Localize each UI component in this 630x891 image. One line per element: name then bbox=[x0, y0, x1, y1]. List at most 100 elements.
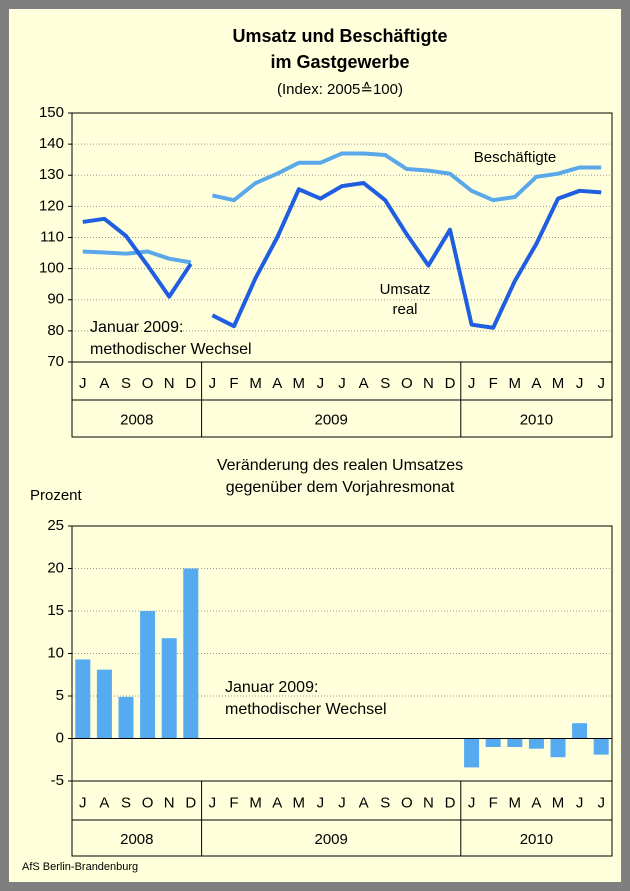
bar bbox=[485, 738, 501, 747]
x-tick-label: S bbox=[121, 794, 131, 811]
x-tick-label: A bbox=[99, 794, 109, 811]
source: AfS Berlin-Brandenburg bbox=[22, 861, 138, 873]
y-tick-label: 10 bbox=[47, 644, 64, 661]
group-label: 2008 bbox=[120, 831, 153, 848]
plot-frame bbox=[71, 525, 613, 857]
x-tick-label: D bbox=[185, 794, 196, 811]
series-label: Beschäftigte bbox=[474, 149, 557, 166]
x-tick-label: M bbox=[293, 375, 306, 392]
annotation: Januar 2009: bbox=[225, 679, 318, 696]
x-tick-label: J bbox=[468, 375, 476, 392]
panel bbox=[9, 9, 621, 882]
x-tick-label: F bbox=[489, 794, 498, 811]
y-tick-label: 15 bbox=[47, 602, 64, 619]
x-tick-label: F bbox=[229, 794, 238, 811]
line-series bbox=[82, 181, 602, 330]
y-tick-label: 140 bbox=[39, 135, 64, 152]
bar bbox=[528, 738, 544, 749]
x-tick-label: J bbox=[317, 794, 325, 811]
bar bbox=[464, 738, 480, 768]
x-tick-label: J bbox=[576, 794, 584, 811]
x-tick-label: M bbox=[293, 794, 306, 811]
y-tick-label: 25 bbox=[47, 517, 64, 534]
x-tick-label: N bbox=[164, 375, 175, 392]
x-tick-label: M bbox=[249, 375, 262, 392]
y-tick-label: 70 bbox=[47, 353, 64, 370]
bar bbox=[96, 669, 112, 739]
x-tick-label: F bbox=[489, 375, 498, 392]
bar bbox=[161, 638, 177, 739]
y-tick-label: 150 bbox=[39, 104, 64, 121]
chart-title: Veränderung des realen Umsatzes bbox=[217, 457, 463, 474]
y-tick-label: 120 bbox=[39, 197, 64, 214]
plot-frame bbox=[71, 112, 613, 438]
chart-subtitle: (Index: 2005≙100) bbox=[277, 81, 403, 98]
group-label: 2010 bbox=[520, 411, 553, 428]
y-tick-label: 20 bbox=[47, 559, 64, 576]
x-tick-label: A bbox=[531, 375, 541, 392]
y-tick-label: 100 bbox=[39, 260, 64, 277]
x-tick-label: F bbox=[229, 375, 238, 392]
x-tick-label: A bbox=[272, 794, 282, 811]
bar bbox=[507, 738, 523, 747]
group-label: 2009 bbox=[315, 411, 348, 428]
annotation: Januar 2009: bbox=[90, 319, 183, 336]
bar bbox=[140, 611, 156, 739]
x-tick-label: O bbox=[142, 794, 154, 811]
y-tick-label: 5 bbox=[56, 687, 64, 704]
x-tick-label: J bbox=[576, 375, 584, 392]
annotation: methodischer Wechsel bbox=[90, 341, 252, 358]
bar bbox=[572, 723, 588, 739]
x-tick-label: N bbox=[423, 794, 434, 811]
x-tick-label: S bbox=[121, 375, 131, 392]
x-tick-label: D bbox=[445, 375, 456, 392]
group-label: 2008 bbox=[120, 411, 153, 428]
bar bbox=[550, 738, 566, 758]
x-tick-label: J bbox=[79, 794, 87, 811]
x-tick-label: D bbox=[185, 375, 196, 392]
chart-title: im Gastgewerbe bbox=[270, 52, 409, 72]
y-axis-label: Prozent bbox=[30, 487, 83, 504]
x-tick-label: A bbox=[272, 375, 282, 392]
y-tick-label: 110 bbox=[40, 228, 64, 245]
bar bbox=[593, 738, 609, 755]
x-tick-label: A bbox=[359, 794, 369, 811]
x-tick-label: M bbox=[509, 794, 522, 811]
x-tick-label: M bbox=[249, 794, 262, 811]
y-tick-label: -5 bbox=[51, 772, 64, 789]
bar bbox=[183, 568, 199, 739]
chart-title: Umsatz und Beschäftigte bbox=[232, 26, 447, 46]
x-tick-label: J bbox=[209, 375, 217, 392]
group-label: 2010 bbox=[520, 831, 553, 848]
x-tick-label: S bbox=[380, 794, 390, 811]
x-tick-label: O bbox=[142, 375, 154, 392]
chart-title: gegenüber dem Vorjahresmonat bbox=[226, 479, 455, 496]
y-tick-label: 90 bbox=[47, 291, 64, 308]
x-tick-label: O bbox=[401, 794, 413, 811]
y-tick-label: 130 bbox=[39, 166, 64, 183]
x-tick-label: A bbox=[531, 794, 541, 811]
series-label: Umsatz real bbox=[380, 281, 431, 318]
x-tick-label: O bbox=[401, 375, 413, 392]
annotation: methodischer Wechsel bbox=[225, 701, 387, 718]
x-tick-label: J bbox=[338, 794, 346, 811]
x-tick-label: M bbox=[552, 794, 565, 811]
x-tick-label: M bbox=[509, 375, 522, 392]
x-tick-label: S bbox=[380, 375, 390, 392]
group-label: 2009 bbox=[315, 831, 348, 848]
x-tick-label: J bbox=[597, 375, 605, 392]
y-tick-label: 80 bbox=[47, 322, 64, 339]
x-tick-label: A bbox=[359, 375, 369, 392]
x-tick-label: M bbox=[552, 375, 565, 392]
bar bbox=[118, 696, 134, 739]
x-tick-label: N bbox=[423, 375, 434, 392]
x-tick-label: D bbox=[445, 794, 456, 811]
x-tick-label: J bbox=[209, 794, 217, 811]
x-tick-label: N bbox=[164, 794, 175, 811]
x-tick-label: J bbox=[79, 375, 87, 392]
y-tick-label: 0 bbox=[56, 729, 64, 746]
x-tick-label: J bbox=[468, 794, 476, 811]
x-tick-label: J bbox=[338, 375, 346, 392]
x-tick-label: J bbox=[317, 375, 325, 392]
